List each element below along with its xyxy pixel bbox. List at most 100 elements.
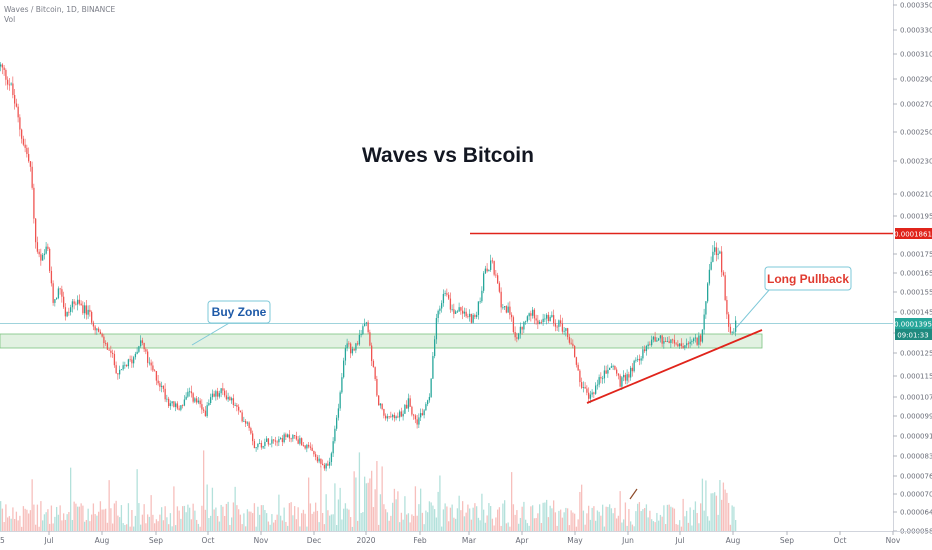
- candle-body: [161, 385, 163, 387]
- candle-body: [614, 365, 616, 370]
- volume-bar: [689, 507, 691, 531]
- candle-body: [645, 346, 648, 352]
- volume-bar: [169, 513, 172, 531]
- volume-bar: [189, 507, 191, 531]
- volume-bar: [388, 520, 390, 531]
- candle-body: [271, 439, 273, 444]
- volume-bar: [364, 476, 366, 531]
- volume-bar: [56, 506, 58, 531]
- volume-bar: [353, 471, 355, 531]
- candle-body: [61, 289, 63, 297]
- candle-body: [152, 365, 154, 371]
- candle-body: [21, 129, 23, 139]
- candle-body: [402, 413, 404, 417]
- volume-bar: [45, 512, 47, 531]
- volume-bar: [714, 492, 716, 531]
- candle-body: [308, 444, 310, 447]
- volume-bar: [626, 525, 628, 531]
- candle-body: [728, 314, 730, 327]
- candle-body: [411, 406, 413, 415]
- volume-bar: [320, 466, 322, 531]
- volume-bar: [31, 479, 33, 531]
- volume-bar: [399, 522, 401, 531]
- volume-bar: [624, 502, 627, 531]
- candle-body: [679, 343, 681, 347]
- candle-body: [129, 359, 131, 361]
- volume-bar: [432, 505, 434, 531]
- volume-bar: [409, 522, 411, 531]
- candle-body: [544, 318, 546, 320]
- volume-bar: [575, 526, 578, 531]
- volume-bar: [731, 505, 733, 531]
- volume-bar: [425, 510, 427, 531]
- x-tick-label: Oct: [834, 536, 847, 545]
- symbol-header[interactable]: Waves / Bitcoin, 1D, BINANCE: [4, 5, 116, 14]
- volume-bar: [3, 522, 5, 531]
- candle-body: [666, 341, 669, 342]
- volume-bar: [523, 501, 525, 531]
- volume-bar: [502, 503, 504, 531]
- volume-bar: [607, 506, 609, 531]
- buy-zone-label: Buy Zone: [212, 305, 267, 319]
- candle-body: [432, 356, 434, 379]
- candle-body: [430, 378, 432, 397]
- candle-body: [500, 291, 502, 308]
- candle-body: [215, 391, 217, 397]
- volume-bar: [645, 504, 648, 531]
- volume-bar: [358, 452, 361, 531]
- candle-body: [498, 283, 501, 292]
- volume-bar: [406, 514, 408, 531]
- last-price-tag: 0.0001395 09:01:33: [894, 318, 932, 340]
- volume-bar: [595, 520, 597, 531]
- volume-bar: [600, 515, 602, 531]
- candle-body: [10, 83, 12, 85]
- volume-bar: [96, 515, 98, 531]
- volume-bar: [673, 508, 676, 531]
- candle-body: [294, 435, 296, 437]
- x-axis-ticks[interactable]: 5 Jul Aug Sep Oct Nov Dec 2020 Feb Mar Apr May Jun Ju…: [0, 531, 901, 545]
- volume-bar: [500, 525, 502, 531]
- volume-bar: [584, 524, 586, 531]
- volume-bar: [238, 509, 240, 531]
- volume-bar: [512, 504, 515, 531]
- volume-bar: [75, 503, 77, 531]
- volume-bar: [700, 503, 702, 531]
- volume-bar: [329, 515, 331, 531]
- candle-body: [537, 320, 539, 325]
- volume-bar: [208, 518, 210, 531]
- volume-bar: [215, 507, 217, 531]
- candle-body: [407, 398, 410, 409]
- volume-bar: [565, 507, 567, 531]
- candle-body: [542, 318, 544, 323]
- volume-bar: [633, 526, 635, 531]
- candle-body: [512, 317, 515, 333]
- long-pullback-callout: Long Pullback: [735, 266, 852, 329]
- candle-body: [166, 398, 168, 400]
- volume-bar: [105, 508, 107, 531]
- candle-body: [59, 288, 61, 290]
- volume-bar: [717, 514, 719, 531]
- volume-bar: [108, 480, 110, 531]
- volume-indicator-label[interactable]: Vol: [4, 15, 15, 24]
- volume-bar: [668, 504, 670, 531]
- volume-bar: [365, 483, 368, 531]
- candle-body: [442, 293, 445, 304]
- volume-bar: [644, 508, 646, 531]
- candle-body: [472, 315, 474, 323]
- x-tick-label: May: [567, 536, 583, 545]
- volume-bar: [376, 461, 378, 531]
- volume-bar: [199, 526, 201, 531]
- candle-body: [712, 251, 714, 262]
- volume-bar: [703, 510, 705, 531]
- volume-bar: [278, 494, 280, 531]
- candle-body: [560, 320, 562, 324]
- candle-body: [54, 299, 56, 303]
- volume-bar: [134, 515, 137, 531]
- candle-body: [705, 301, 707, 315]
- candle-body: [434, 339, 436, 357]
